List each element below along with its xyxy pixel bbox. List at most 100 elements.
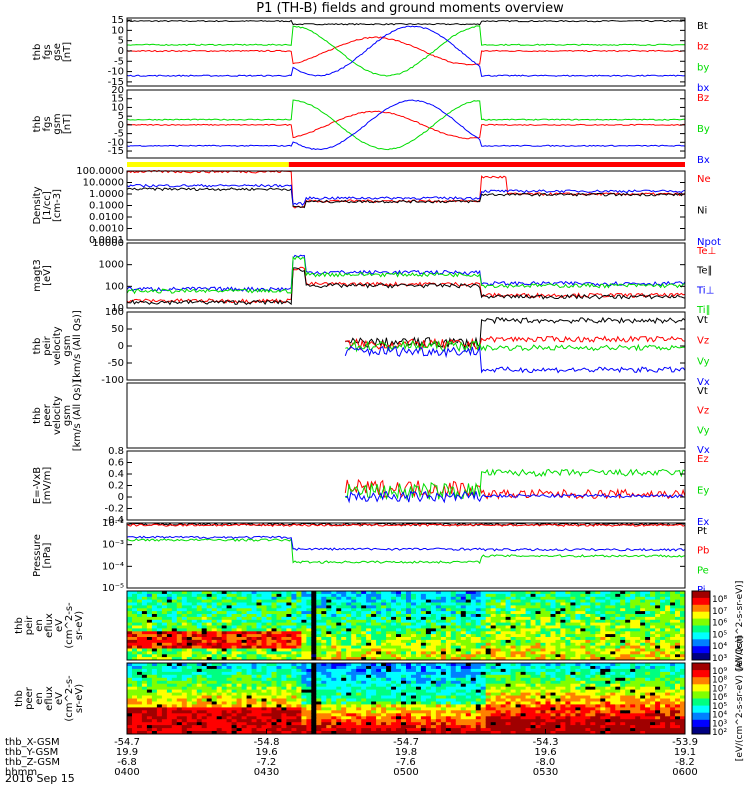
ylabel-peer_eflux-2: en — [34, 692, 45, 705]
ylabel-peer_eflux-3: eflux — [44, 686, 55, 711]
legend-fgs_gse-2: by — [697, 62, 709, 73]
frame-peer_vel — [126, 382, 686, 449]
legend-temp-2: Ti⊥ — [696, 285, 714, 296]
xrow-3-val-2: 0500 — [393, 767, 418, 778]
xrow-1-val-0: 19.9 — [116, 747, 138, 758]
xrow-0-val-2: -54.7 — [393, 737, 419, 748]
ylabel-density-2: [cm-3] — [52, 189, 63, 222]
chart-title: P1 (TH-B) fields and ground moments over… — [256, 1, 564, 16]
legend-density-0: Ne — [697, 174, 711, 185]
xrow-1-val-1: 19.6 — [255, 747, 277, 758]
ytick-efield-4: 0 — [118, 492, 124, 503]
mode-bar-red — [288, 162, 685, 167]
ylabel-peir_vel-2: velocity — [52, 326, 63, 365]
ytick-density-3: 0.1000 — [89, 201, 124, 212]
series-efield-2 — [345, 490, 686, 504]
cb-tick-peir_eflux-5: 10³ — [712, 654, 727, 664]
colorbar-peer_eflux — [691, 662, 711, 735]
legend-density-1: Ni — [697, 206, 707, 217]
ylabel-temp-0: magt3 — [32, 259, 43, 292]
series-pressure-2 — [126, 537, 686, 565]
xrow-0-val-1: -54.8 — [254, 737, 280, 748]
cb-tick-peer_eflux-7: 10² — [712, 728, 727, 738]
legend-pressure-0: Pt — [697, 526, 707, 537]
legend-peir_vel-3: Vx — [697, 377, 710, 388]
ylabel-peir_eflux-1: peir — [24, 615, 35, 635]
ylabel-peer_eflux-0: thb — [14, 690, 25, 707]
ylabel-peir_vel-1: peir — [42, 335, 53, 355]
ytick-pressure-2: 10⁻⁴ — [102, 561, 124, 572]
series-temp-3 — [126, 255, 686, 295]
ylabel-peir_eflux-0: thb — [14, 617, 25, 634]
ytick-density-6: 0.0001 — [89, 235, 124, 246]
frame-fgs_gsm — [126, 89, 686, 159]
cb-tick-peir_eflux-4: 10⁴ — [712, 642, 727, 652]
ylabel-fgs_gse-0: thb — [32, 44, 43, 61]
cb-tick-peir_eflux-3: 10⁵ — [712, 630, 727, 640]
ylabel-peer_vel-4: [km/s (All Qs)] — [72, 380, 83, 452]
ytick-fgs_gsm-2: 10 — [111, 102, 124, 113]
ytick-efield-5: -0.2 — [104, 504, 124, 515]
ytick-fgs_gse-1: 10 — [111, 25, 124, 36]
ylabel-peer_eflux-5: (cm^2-s- — [64, 675, 75, 722]
ytick-peir_vel-3: -50 — [108, 358, 124, 369]
ylabel-peir_eflux-4: eV — [54, 619, 65, 632]
legend-peer_vel-0: Vt — [697, 386, 708, 397]
frame-peir_eflux — [126, 590, 686, 661]
ylabel-pressure-1: [nPa] — [42, 542, 53, 568]
ylabel-peer_eflux-6: sr-eV) — [74, 684, 85, 713]
ylabel-fgs_gse-2: gse — [52, 43, 63, 61]
ytick-fgs_gse-0: 15 — [111, 15, 124, 26]
ytick-fgs_gsm-3: 5 — [118, 111, 124, 122]
legend-efield-1: Ey — [697, 486, 709, 497]
panel-peer_vel: thb peer velocity gsm [km/s (All Qs)] Vt Vz Vy V… — [32, 380, 710, 456]
legend-peir_vel-1: Vz — [697, 336, 709, 347]
legend-peer_vel-2: Vy — [697, 425, 710, 436]
ylabel-peir_eflux-6: sr-eV) — [74, 611, 85, 640]
ylabel-fgs_gse-3: [nT] — [62, 42, 73, 62]
xrow-label-2: thb_Z-GSM — [5, 757, 60, 768]
xrow-3-val-4: 0600 — [672, 767, 697, 778]
cb-tick-peer_eflux-6: 10³ — [712, 719, 727, 729]
series-density-1 — [126, 187, 686, 209]
ytick-fgs_gse-2: 5 — [118, 36, 124, 47]
ylabel-peir_vel-3: gsm — [62, 335, 73, 356]
cb-tick-peer_eflux-2: 10⁷ — [712, 684, 727, 694]
legend-pressure-1: Pb — [697, 546, 709, 557]
ylabel-fgs_gse-1: fgs — [42, 44, 53, 59]
ylabel-pressure-0: Pressure — [32, 534, 43, 577]
ylabel-peer_eflux-1: peer — [24, 686, 35, 710]
series-pressure-3 — [126, 535, 686, 552]
xrow-1-val-4: 19.1 — [674, 747, 696, 758]
ytick-temp-2: 100 — [105, 281, 124, 292]
colorbar-peir_eflux — [691, 590, 711, 661]
xrow-label-0: thb_X-GSM — [5, 737, 60, 748]
xrow-3-val-0: 0400 — [114, 767, 139, 778]
ytick-peir_vel-0: 100 — [105, 307, 124, 318]
ylabel-efield-0: E=-VxB — [32, 467, 43, 504]
panel-peir_eflux: thb peir en eflux eV (cm^2-s-sr-eV)10⁸10⁷10⁶1… — [14, 581, 745, 671]
legend-fgs_gsm-2: Bx — [697, 155, 710, 166]
series-peir_vel-3 — [344, 345, 686, 374]
frame-density — [126, 170, 686, 241]
xrow-1-val-3: 19.6 — [534, 747, 556, 758]
legend-efield-2: Ex — [697, 517, 709, 528]
cb-tick-peer_eflux-3: 10⁶ — [712, 693, 727, 703]
series-fgs_gsm-0 — [126, 110, 686, 140]
mode-bar-yellow — [127, 162, 289, 167]
ytick-fgs_gsm-1: 15 — [111, 94, 124, 105]
legend-efield-0: Ez — [697, 454, 709, 465]
ylabel-peir_vel-4: [km/s (All Qs)] — [72, 310, 83, 382]
ytick-fgs_gse-5: -10 — [108, 67, 124, 78]
ytick-density-0: 100.0000 — [76, 166, 124, 177]
date-label: 2016 Sep 15 — [5, 772, 75, 785]
ylabel-peir_vel-0: thb — [32, 338, 43, 355]
ylabel-density-0: Density — [32, 186, 43, 224]
xrow-2-val-4: -8.2 — [675, 757, 695, 768]
ylabel-temp-1: [eV] — [42, 265, 53, 286]
xrow-3-val-1: 0430 — [254, 767, 279, 778]
xrow-0-val-0: -54.7 — [114, 737, 140, 748]
ytick-fgs_gsm-0: 20 — [111, 85, 124, 96]
